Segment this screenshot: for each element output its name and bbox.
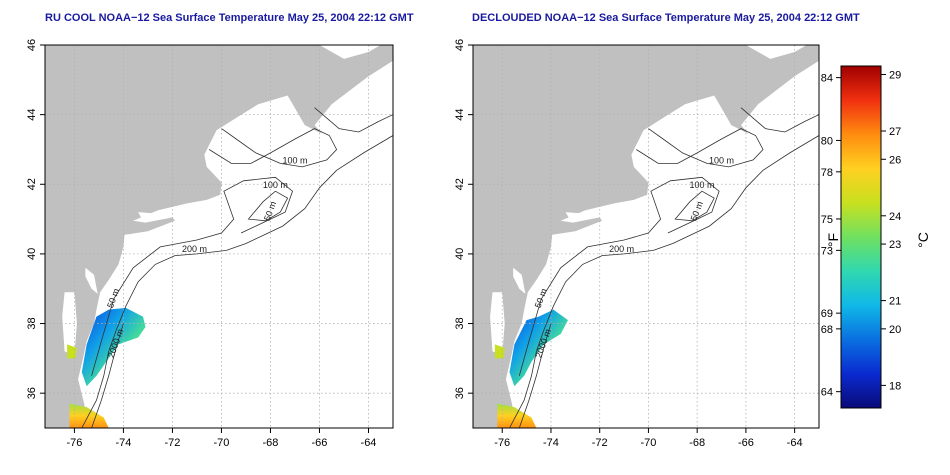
lon-tick-label: -72 (592, 437, 608, 449)
lat-tick-label: 38 (26, 317, 38, 329)
fahrenheit-tick-label: 75 (821, 214, 833, 226)
lat-tick-label: 46 (454, 39, 466, 51)
contour-2000m (91, 323, 124, 428)
sst-patch-north (81, 307, 146, 387)
lon-tick-label: -74 (543, 437, 559, 449)
lat-tick-label: 42 (454, 178, 466, 190)
lat-tick-label: 40 (454, 248, 466, 260)
lat-tick-label: 44 (26, 109, 38, 121)
celsius-tick-label: 20 (889, 324, 901, 336)
celsius-tick-label: 27 (889, 126, 901, 138)
fahrenheit-tick-label: 78 (821, 167, 833, 179)
lon-tick-label: -64 (361, 437, 377, 449)
contour-label: 200 m (609, 244, 634, 254)
sst-patch-bay (494, 344, 505, 359)
map-frame (472, 44, 820, 429)
sst-patch-bay (67, 344, 77, 359)
map-frame (44, 44, 394, 429)
contour-200m (81, 135, 393, 428)
delaware-bay (513, 267, 526, 294)
lon-tick-label: -76 (66, 437, 82, 449)
lon-tick-label: -70 (213, 437, 229, 449)
fahrenheit-tick-label: 64 (821, 387, 833, 399)
long-island-sound (138, 212, 168, 221)
lat-tick-label: 46 (26, 39, 38, 51)
lat-tick-label: 36 (454, 387, 466, 399)
contour-scotian (740, 107, 819, 133)
colorbar-gradient (840, 65, 882, 409)
contour-100m-shelf (91, 176, 293, 376)
fahrenheit-tick-label: 73 (821, 245, 833, 257)
contour-label: 100 m (282, 155, 307, 165)
sst-patch-south (497, 403, 537, 428)
lon-tick-label: -64 (787, 437, 803, 449)
celsius-tick-label: 26 (889, 154, 901, 166)
lon-tick-label: -68 (263, 437, 279, 449)
celsius-tick-label: 23 (889, 239, 901, 251)
lat-tick-label: 42 (26, 178, 38, 190)
celsius-tick-label: 21 (889, 296, 901, 308)
fahrenheit-unit-label: °F (825, 233, 841, 247)
contour-label: 100 m (263, 180, 288, 190)
celsius-tick-label: 29 (889, 69, 901, 81)
lon-tick-label: -68 (689, 437, 705, 449)
delaware-bay (85, 267, 98, 294)
lat-tick-label: 36 (26, 387, 38, 399)
contour-scotian (314, 107, 393, 133)
fahrenheit-tick-label: 68 (821, 324, 833, 336)
land-mass (473, 45, 819, 428)
lon-tick-label: -66 (312, 437, 328, 449)
celsius-unit-label: °C (915, 232, 931, 248)
contour-200m (509, 135, 819, 428)
lat-tick-label: 44 (454, 109, 466, 121)
lon-tick-label: -76 (494, 437, 510, 449)
lon-tick-label: -70 (640, 437, 656, 449)
long-island-sound (565, 212, 595, 221)
contour-50m-bank (674, 190, 715, 222)
lon-tick-label: -72 (164, 437, 180, 449)
contour-label: 200 m (182, 244, 207, 254)
sst-patch-north (509, 309, 568, 387)
fahrenheit-tick-label: 69 (821, 308, 833, 320)
celsius-tick-label: 24 (889, 211, 901, 223)
temperature-colorbar: 29 27 26 24 23 21 20 18 84 80 78 75 73 69 68 64 °F °C (821, 65, 931, 409)
contour-label: 100 m (690, 180, 715, 190)
left-panel-title: RU COOL NOAA−12 Sea Surface Temperature … (45, 12, 414, 24)
sst-patch-south (69, 403, 109, 428)
contour-100m-gulf (636, 128, 764, 168)
lat-tick-label: 38 (454, 317, 466, 329)
contour-100m-gulf (208, 128, 338, 168)
fahrenheit-tick-label: 80 (821, 135, 833, 147)
celsius-tick-label: 18 (889, 380, 901, 392)
fahrenheit-tick-label: 84 (821, 73, 833, 85)
contour-label: 100 m (709, 155, 734, 165)
lat-tick-label: 40 (26, 248, 38, 260)
contour-50m-bank (247, 190, 289, 222)
lon-tick-label: -66 (738, 437, 754, 449)
lon-tick-label: -74 (115, 437, 131, 449)
land-mass (45, 45, 393, 428)
contour-2000m (518, 323, 552, 428)
contour-100m-shelf (518, 176, 720, 376)
right-panel-title: DECLOUDED NOAA−12 Sea Surface Temperatur… (472, 12, 860, 24)
